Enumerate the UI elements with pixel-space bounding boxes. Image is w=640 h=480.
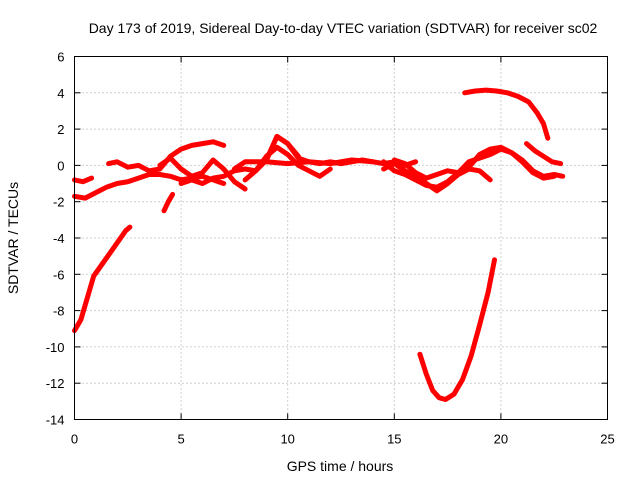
x-tick-label: 15: [387, 432, 401, 447]
y-tick-label: 6: [57, 50, 64, 65]
y-tick-label: 0: [57, 158, 64, 173]
y-tick-label: -12: [46, 376, 65, 391]
axis-ticks: 0 5 10 15 20 25 -14 -12 -10 -8 -6 -4 -2 0 2 4 6: [46, 50, 615, 447]
y-tick-label: -10: [46, 340, 65, 355]
x-tick-label: 0: [71, 432, 78, 447]
series-line-dip-track-3: [391, 144, 557, 181]
y-tick-label: 2: [57, 122, 64, 137]
series-line-middle-track: [157, 155, 248, 192]
series-line-lower-track-a: [72, 172, 227, 201]
y-tick-label: -4: [53, 231, 65, 246]
y-axis-title: SDTVAR / TECUs: [5, 182, 21, 294]
series-line-short-rise: [161, 191, 176, 214]
grid-lines: [74, 56, 608, 420]
x-tick-label: 25: [600, 432, 614, 447]
series-line-early-descending-arc: [72, 224, 133, 334]
y-tick-label: -6: [53, 267, 65, 282]
series-line-right-branch: [524, 141, 564, 167]
x-tick-label: 5: [177, 432, 184, 447]
plot-frame: [74, 56, 608, 420]
y-tick-label: -8: [53, 304, 65, 319]
y-tick-label: 4: [57, 86, 64, 101]
x-tick-label: 20: [494, 432, 508, 447]
series-line-dip-track-2: [381, 161, 493, 194]
series-line-upper-arc: [462, 87, 551, 141]
series-group: [72, 87, 566, 402]
y-tick-label: -14: [46, 413, 65, 428]
series-line-lower-track-b: [72, 175, 95, 185]
x-axis-title: GPS time / hours: [287, 458, 394, 474]
series-line-deep-dip-arc: [417, 257, 497, 402]
x-tick-label: 10: [280, 432, 294, 447]
chart-title: Day 173 of 2019, Sidereal Day-to-day VTE…: [89, 20, 598, 36]
series-line-right-lower: [498, 146, 566, 179]
y-tick-label: -2: [53, 195, 65, 210]
